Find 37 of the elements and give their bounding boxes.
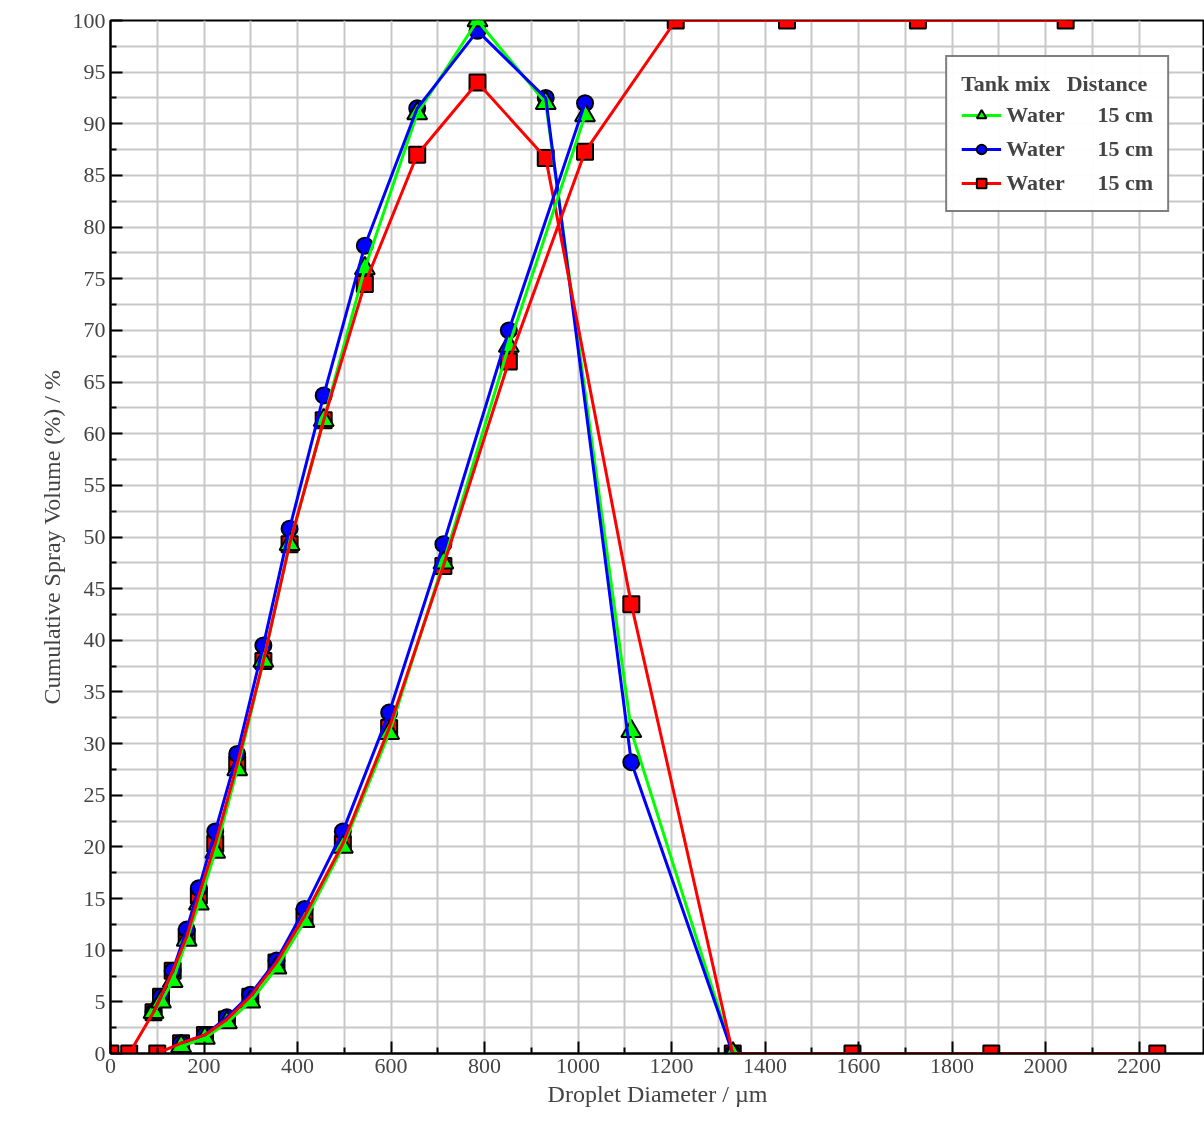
y-tick-label: 30 [83, 730, 106, 756]
x-tick-label: 2200 [1117, 1052, 1162, 1078]
y-tick-label: 45 [83, 575, 106, 601]
y-tick-label: 85 [83, 162, 106, 188]
y-tick-label: 5 [94, 988, 106, 1014]
y-tick-label: 20 [83, 833, 106, 859]
legend-label: Water 15 cm [1006, 102, 1153, 128]
x-tick-label: 1000 [556, 1052, 601, 1078]
y-tick-label: 75 [83, 265, 106, 291]
x-tick-label: 400 [281, 1052, 315, 1078]
y-tick-label: 95 [83, 59, 106, 85]
x-tick-label: 1200 [649, 1052, 694, 1078]
y-tick-label: 80 [83, 214, 106, 240]
x-tick-label: 1800 [930, 1052, 975, 1078]
y-tick-label: 25 [83, 782, 106, 808]
y-axis-title: Cumulative Spray Volume (%) / % [38, 370, 65, 705]
legend-label: Water 15 cm [1006, 170, 1153, 196]
x-tick-label: 600 [374, 1052, 408, 1078]
y-tick-label: 60 [83, 420, 106, 446]
x-tick-label: 2000 [1023, 1052, 1068, 1078]
y-tick-label: 55 [83, 472, 106, 498]
x-tick-label: 800 [468, 1052, 502, 1078]
y-tick-label: 90 [83, 110, 106, 136]
y-tick-label: 70 [83, 317, 106, 343]
x-tick-label: 1400 [743, 1052, 788, 1078]
legend-label: Water 15 cm [1006, 136, 1153, 162]
x-tick-label: 200 [187, 1052, 221, 1078]
y-tick-label: 15 [83, 885, 106, 911]
x-tick-label: 1600 [836, 1052, 881, 1078]
y-tick-label: 40 [83, 627, 106, 653]
y-tick-label: 100 [72, 7, 106, 33]
x-axis-title: Droplet Diameter / µm [547, 1080, 768, 1107]
legend-title: Tank mix Distance [961, 71, 1149, 97]
y-tick-label: 35 [83, 678, 106, 704]
y-tick-label: 10 [83, 937, 106, 963]
y-tick-label: 65 [83, 369, 106, 395]
y-tick-label: 50 [83, 524, 106, 549]
